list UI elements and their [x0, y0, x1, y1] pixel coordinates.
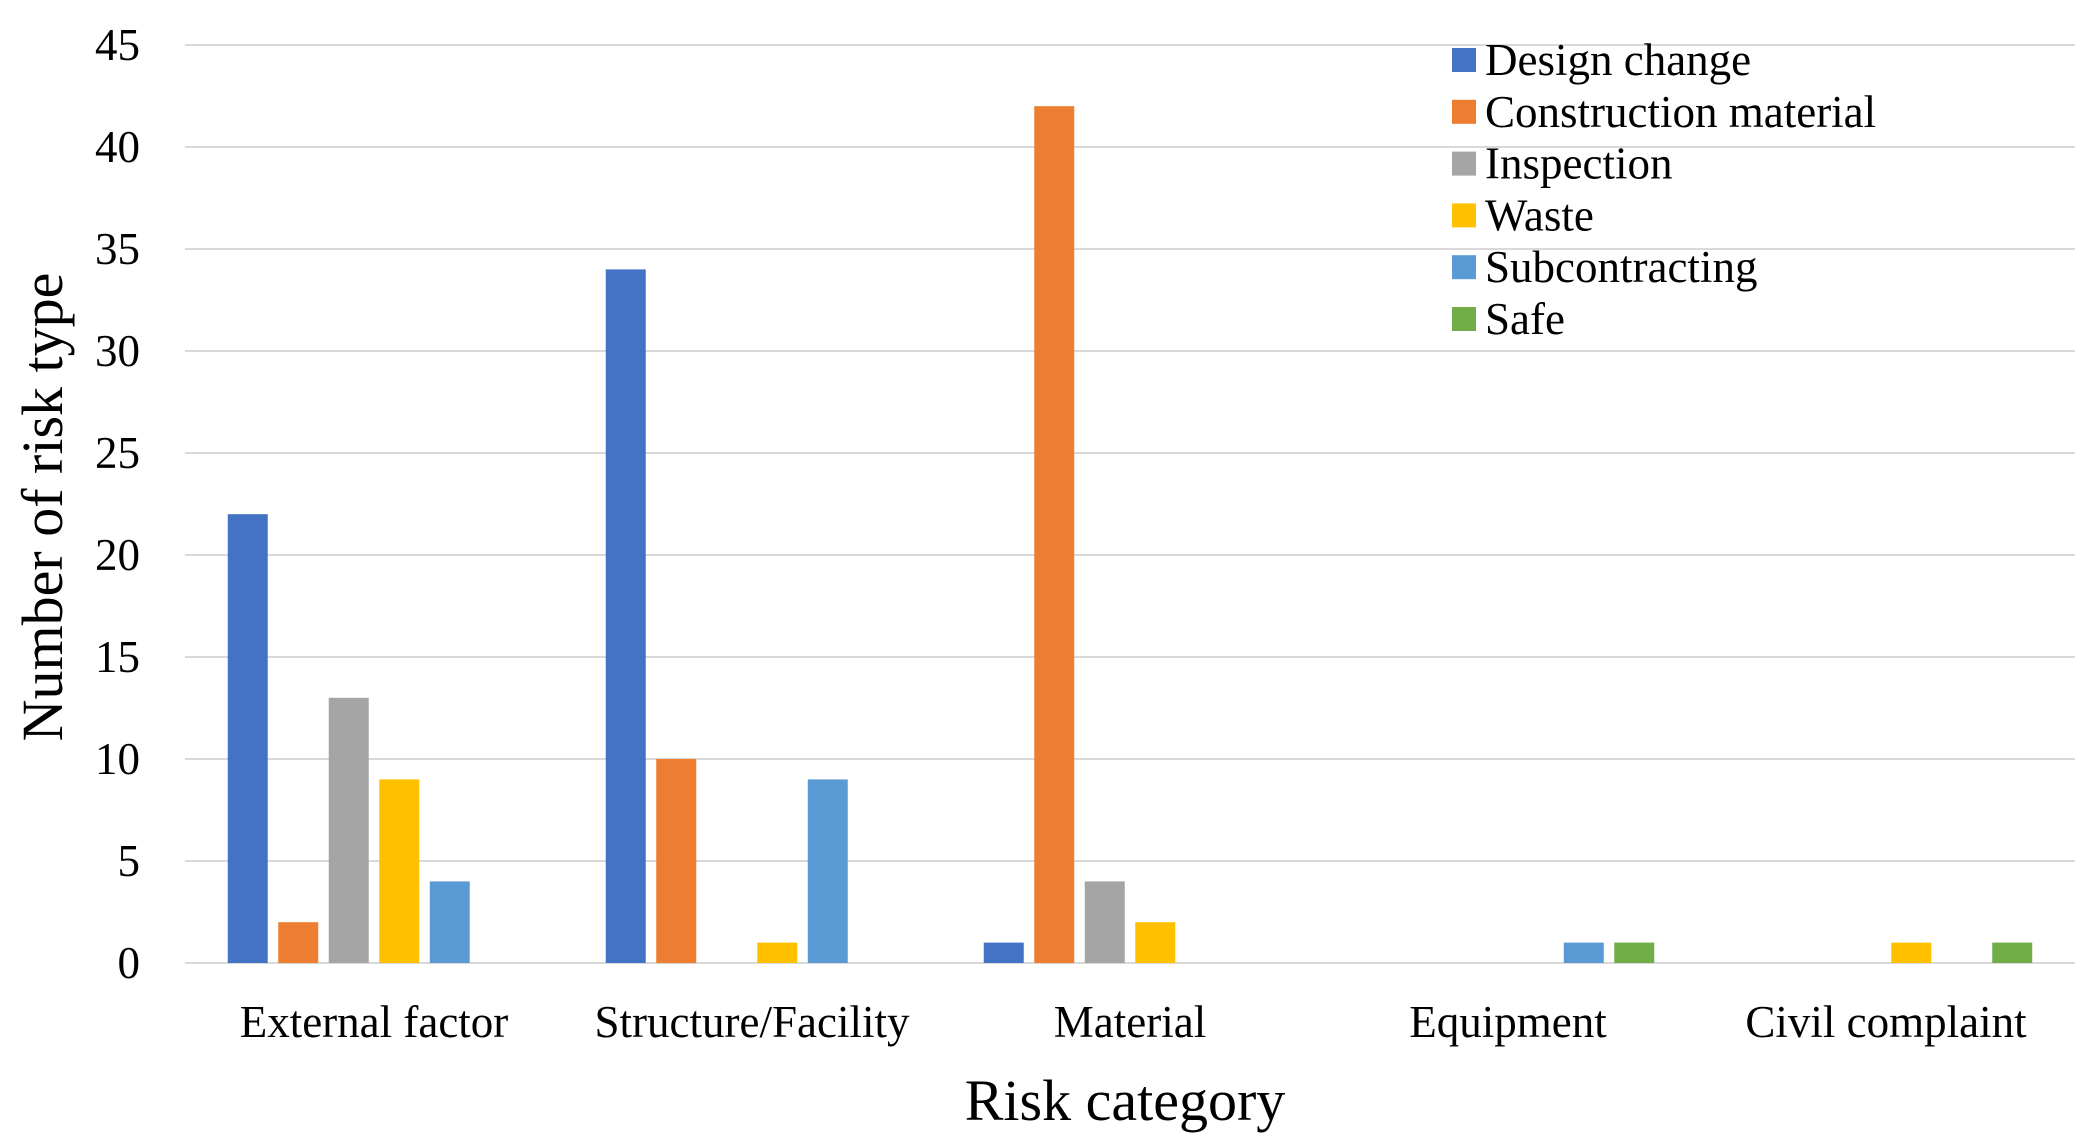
legend-label: Construction material	[1485, 87, 1876, 137]
y-tick-label: 40	[95, 122, 140, 172]
legend-label: Subcontracting	[1485, 242, 1757, 292]
x-category-label: Material	[1054, 997, 1206, 1047]
bar	[1135, 922, 1176, 963]
y-axis-title: Number of risk type	[10, 273, 75, 742]
y-tick-label: 25	[95, 428, 140, 478]
x-axis-title: Risk category	[965, 1068, 1286, 1133]
x-category-label: Equipment	[1409, 997, 1607, 1047]
legend-swatch	[1452, 48, 1476, 72]
y-tick-label: 10	[95, 734, 140, 784]
gridlines	[185, 44, 2075, 964]
y-tick-label: 20	[95, 530, 140, 580]
bar	[328, 697, 369, 963]
x-axis-categories: External factor Structure/Facility Materia…	[240, 997, 2027, 1047]
x-category-label: Civil complaint	[1745, 997, 2027, 1047]
legend-label: Inspection	[1485, 139, 1672, 189]
legend-swatch	[1452, 203, 1476, 228]
bar	[605, 269, 646, 963]
legend-label: Safe	[1485, 294, 1565, 344]
legend-swatch	[1452, 99, 1476, 124]
legend-swatch	[1452, 151, 1476, 176]
bar	[1034, 106, 1075, 963]
y-tick-label: 30	[95, 326, 140, 376]
legend-swatch	[1452, 307, 1476, 331]
y-tick-label: 5	[118, 836, 141, 886]
bar	[379, 779, 420, 963]
bar	[1992, 942, 2033, 963]
y-tick-label: 0	[118, 938, 141, 988]
bar	[757, 942, 798, 963]
bar	[1891, 942, 1932, 963]
bar	[1614, 942, 1655, 963]
bar	[983, 942, 1024, 963]
bar	[1084, 881, 1125, 963]
legend-label: Design change	[1485, 35, 1751, 85]
bar	[429, 881, 470, 963]
bar	[807, 779, 848, 963]
bar	[656, 759, 697, 963]
y-tick-label: 15	[95, 632, 140, 682]
legend-swatch	[1452, 255, 1476, 280]
y-tick-label: 35	[95, 224, 140, 274]
bar	[1563, 942, 1604, 963]
bar	[278, 922, 319, 963]
bars	[227, 106, 2033, 963]
y-axis-ticks: 0 5 10 15 20 25 30 35 40 45	[95, 20, 140, 988]
x-category-label: Structure/Facility	[595, 997, 910, 1047]
bar	[227, 514, 268, 963]
x-category-label: External factor	[240, 997, 509, 1047]
y-tick-label: 45	[95, 20, 140, 70]
legend-label: Waste	[1485, 190, 1594, 240]
